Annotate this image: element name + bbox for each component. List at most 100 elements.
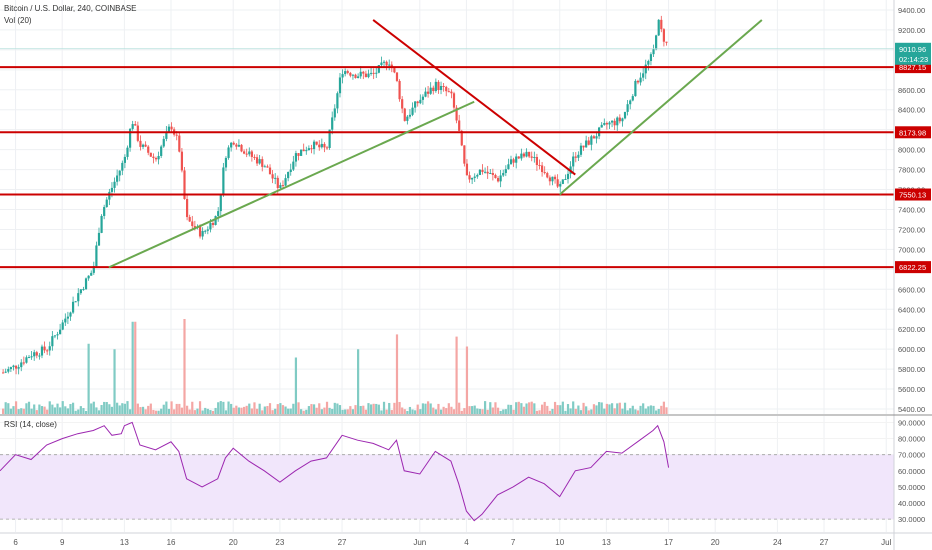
volume-bar xyxy=(139,407,142,414)
volume-bar xyxy=(325,401,329,414)
candle-body xyxy=(237,144,241,147)
rsi-band xyxy=(0,454,894,520)
candle-body xyxy=(582,145,585,148)
volume-bar xyxy=(644,408,647,414)
candle-body xyxy=(9,367,12,370)
volume-bar xyxy=(623,402,627,414)
volume-bar xyxy=(243,406,246,414)
price-tick-label: 7000.00 xyxy=(898,245,925,254)
volume-bar xyxy=(598,402,601,414)
current-price-value: 9010.96 xyxy=(899,45,926,54)
candle-body xyxy=(631,96,634,101)
candle-body xyxy=(398,80,401,100)
volume-bar xyxy=(502,409,505,414)
candle-body xyxy=(416,101,419,104)
candle-body xyxy=(377,65,380,73)
candle-body xyxy=(572,156,575,167)
candle-body xyxy=(634,80,637,97)
candle-body xyxy=(486,171,489,174)
volume-bar xyxy=(476,408,479,414)
volume-bar xyxy=(253,402,256,414)
candle-body xyxy=(103,207,106,216)
candle-body xyxy=(553,176,557,180)
candle-body xyxy=(546,173,549,178)
volume-bar xyxy=(116,402,119,414)
volume-bar xyxy=(455,336,458,414)
candle-body xyxy=(509,159,513,165)
candle-body xyxy=(152,156,155,159)
volume-bar xyxy=(237,407,241,414)
price-tick-label: 7400.00 xyxy=(898,205,925,214)
candle-body xyxy=(193,226,196,228)
candle-body xyxy=(517,156,520,159)
volume-bar xyxy=(398,401,401,414)
price-tags: 8827.15 8173.98 7550.13 6822.25 9010.9602:14… xyxy=(895,42,931,274)
price-tick-label: 6600.00 xyxy=(898,285,925,294)
rsi-indicator-label[interactable]: RSI (14, close) xyxy=(4,420,57,429)
candle-body xyxy=(429,87,432,94)
volume-bar xyxy=(393,402,396,414)
volume-bar xyxy=(603,408,606,414)
volume-bar xyxy=(230,403,233,414)
volume-bar xyxy=(95,407,98,414)
candle-body xyxy=(341,74,344,78)
candle-body xyxy=(626,104,629,112)
time-tick-label: 24 xyxy=(773,538,782,547)
volume-indicator-label[interactable]: Vol (20) xyxy=(4,16,32,25)
volume-bar xyxy=(131,321,134,414)
volume-bar xyxy=(452,409,456,414)
volume-bar xyxy=(517,401,520,414)
candle-body xyxy=(7,369,10,372)
candle-body xyxy=(613,120,616,126)
candle-body xyxy=(128,128,132,148)
volume-bar xyxy=(9,408,12,414)
volume-bar xyxy=(2,408,5,414)
candle-body xyxy=(541,165,544,173)
candle-body xyxy=(315,141,318,145)
candle-body xyxy=(644,64,647,74)
time-axis[interactable]: 6 9 13 16 20 23 27 Jun 4 7 10 13 17 20 24 27 Jul xyxy=(13,538,891,547)
volume-bar xyxy=(232,407,235,414)
volume-bar xyxy=(7,403,10,414)
candle-body xyxy=(665,41,668,43)
volume-bar xyxy=(390,410,393,414)
volume-bar xyxy=(90,403,93,414)
volume-bar xyxy=(87,343,90,414)
candle-body xyxy=(157,155,160,160)
candle-body xyxy=(336,93,339,109)
rsi-axis[interactable]: 30.0000 40.0000 50.0000 60.0000 70.0000 80.00… xyxy=(898,418,925,524)
candle-body xyxy=(287,171,290,179)
candle-body xyxy=(351,74,355,76)
volume-bar xyxy=(263,406,266,414)
volume-bar xyxy=(183,319,186,414)
volume-bar xyxy=(222,401,225,414)
volume-bar xyxy=(33,404,36,414)
volume-bar xyxy=(577,405,580,414)
volume-bar xyxy=(292,403,295,414)
candle-body xyxy=(590,136,593,145)
trendlines[interactable] xyxy=(108,19,763,269)
volume-bar xyxy=(403,409,406,414)
time-tick-label: 20 xyxy=(711,538,720,547)
candle-body xyxy=(121,162,124,171)
candle-body xyxy=(515,156,518,163)
time-tick-label: 6 xyxy=(13,538,18,547)
candle-body xyxy=(657,19,660,36)
candle-body xyxy=(222,167,225,194)
volume-bar xyxy=(310,404,313,414)
volume-bar xyxy=(61,401,64,414)
volume-bar xyxy=(665,407,668,414)
candle-body xyxy=(323,143,326,148)
volume-bar xyxy=(408,406,412,414)
volume-bar xyxy=(649,405,653,414)
volume-bar xyxy=(572,401,575,414)
candle-body xyxy=(605,123,608,125)
volume-bar xyxy=(561,401,564,414)
volume-bar xyxy=(235,405,238,414)
volume-bar xyxy=(512,409,515,414)
horizontal-levels[interactable] xyxy=(0,48,894,269)
candle-body xyxy=(258,159,261,164)
volume-bar xyxy=(315,407,318,414)
candle-body xyxy=(636,80,640,83)
